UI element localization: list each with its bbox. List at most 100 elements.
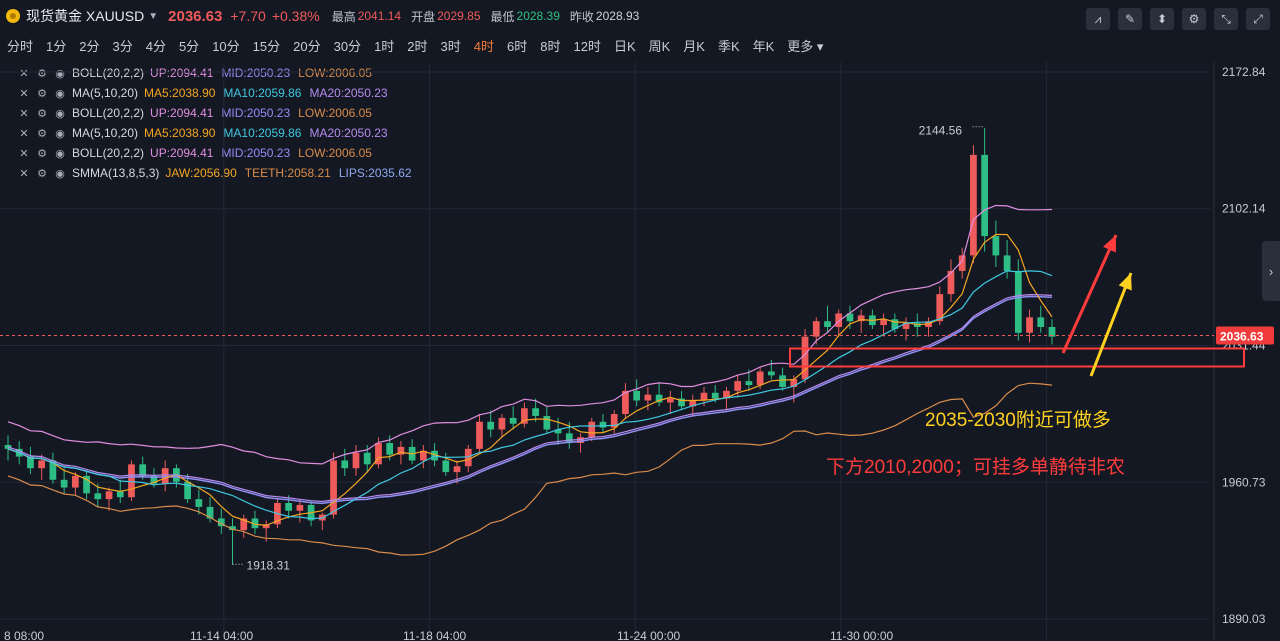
candle-style-icon[interactable]: ⬍ <box>1150 8 1174 30</box>
candle-body <box>981 154 989 237</box>
ma5-line <box>7 233 1053 527</box>
visibility-icon[interactable]: ◉ <box>55 107 65 120</box>
close-icon[interactable]: ✕ <box>19 127 29 140</box>
indicator-row: ✕ ⚙ ◉ SMMA(13,8,5,3) JAW:2056.90 TEETH:2058.2… <box>18 166 420 180</box>
indicator-row: ✕ ⚙ ◉ MA(5,10,20) MA5:2038.90 MA10:2059.86 MA2… <box>18 126 396 140</box>
settings-icon[interactable]: ⚙ <box>37 127 47 140</box>
candle-body <box>375 443 382 465</box>
candle-body <box>397 446 405 455</box>
indicator-icon[interactable]: ⩘ <box>1086 8 1110 30</box>
candle-body <box>902 323 910 329</box>
period-tab[interactable]: 10分 <box>212 38 240 54</box>
candle-body <box>745 381 753 386</box>
period-tab[interactable]: 日K <box>613 38 636 54</box>
period-tab[interactable]: 8时 <box>540 38 561 54</box>
open-value: 2029.85 <box>437 9 481 23</box>
candle-body <box>296 504 304 511</box>
visibility-icon[interactable]: ◉ <box>55 67 65 80</box>
candle-body <box>150 475 158 484</box>
visibility-icon[interactable]: ◉ <box>55 167 65 180</box>
indicator-name: SMMA(13,8,5,3) <box>72 166 160 180</box>
ma10-line <box>7 270 1053 520</box>
candle-body <box>992 236 1000 256</box>
period-tab[interactable]: 分时 <box>7 38 34 54</box>
yellow-up-arrow <box>1089 272 1133 377</box>
support-zone-box <box>789 347 1245 368</box>
close-icon[interactable]: ✕ <box>19 107 29 120</box>
period-tab[interactable]: 30分 <box>333 38 362 54</box>
shrink-icon[interactable]: ⤡ <box>1214 8 1238 30</box>
settings-icon[interactable]: ⚙ <box>37 167 47 180</box>
period-tab[interactable]: 2时 <box>407 38 428 54</box>
settings-icon[interactable]: ⚙ <box>37 147 47 160</box>
candle-body <box>464 448 472 467</box>
period-tab[interactable]: 季K <box>717 38 740 54</box>
indicator-row: ✕ ⚙ ◉ BOLL(20,2,2) UP:2094.41 MID:2050.23 LOW:… <box>18 106 380 120</box>
fullscreen-icon[interactable]: ⤢ <box>1246 8 1270 30</box>
indicator-value: LOW:2006.05 <box>298 146 372 160</box>
indicator-value: MA20:2050.23 <box>309 86 388 100</box>
chevron-down-icon[interactable]: ▼ <box>148 10 159 22</box>
period-tab[interactable]: 20分 <box>293 38 321 54</box>
period-tab[interactable]: 12时 <box>573 38 601 54</box>
visibility-icon[interactable]: ◉ <box>55 147 65 160</box>
candle-body <box>341 460 349 469</box>
period-tab[interactable]: 5分 <box>178 38 200 54</box>
candle-body <box>262 524 270 529</box>
chevron-right-icon[interactable]: › <box>1262 241 1280 301</box>
candle-body <box>217 518 225 527</box>
visibility-icon[interactable]: ◉ <box>55 127 65 140</box>
candle-body <box>105 491 113 500</box>
candle-body <box>363 452 371 465</box>
candle-body <box>442 460 450 473</box>
red-up-arrow <box>1061 234 1118 354</box>
candle-body <box>521 408 528 424</box>
settings-icon[interactable]: ⚙ <box>37 67 47 80</box>
period-tab[interactable]: 2分 <box>79 38 100 54</box>
close-icon[interactable]: ✕ <box>19 67 29 80</box>
y-tick-label: 2102.14 <box>1222 202 1266 216</box>
indicator-value: LIPS:2035.62 <box>338 166 412 180</box>
settings-icon[interactable]: ⚙ <box>37 87 47 100</box>
high-label: 最高 <box>331 9 356 24</box>
candle-body <box>128 464 135 498</box>
period-tab[interactable]: 1时 <box>374 38 395 54</box>
candle-body <box>453 466 461 473</box>
settings-icon[interactable]: ⚙ <box>1182 8 1206 30</box>
period-tab[interactable]: 4时 <box>473 38 494 54</box>
period-tab[interactable]: 15分 <box>252 38 281 54</box>
indicator-value: LOW:2006.05 <box>298 66 372 80</box>
period-tab[interactable]: 1分 <box>46 38 67 54</box>
close-icon[interactable]: ✕ <box>19 87 29 100</box>
candle-body <box>498 417 506 430</box>
period-tab[interactable]: 4分 <box>145 38 166 54</box>
open-label: 开盘 <box>411 9 436 24</box>
candle-body <box>689 400 697 407</box>
candle-body <box>678 398 685 407</box>
candle-body <box>49 460 57 480</box>
candle-body <box>71 475 79 488</box>
period-tab[interactable]: 年K <box>752 38 775 54</box>
candle-body <box>543 415 551 430</box>
symbol-name[interactable]: 现货黄金 XAUUSD <box>26 8 145 24</box>
period-tab[interactable]: 周K <box>648 38 671 54</box>
candle-body <box>60 479 68 488</box>
visibility-icon[interactable]: ◉ <box>55 87 65 100</box>
period-tab[interactable]: 6时 <box>507 38 528 54</box>
candle-body <box>94 493 102 500</box>
indicator-name: BOLL(20,2,2) <box>72 66 145 80</box>
min-price-label: 1918.31 <box>247 558 291 572</box>
close-icon[interactable]: ✕ <box>19 167 29 180</box>
period-tab[interactable]: 3分 <box>112 38 133 54</box>
indicator-name: BOLL(20,2,2) <box>72 146 145 160</box>
period-tab[interactable]: 3时 <box>440 38 461 54</box>
settings-icon[interactable]: ⚙ <box>37 107 47 120</box>
draw-pen-icon[interactable]: ✎ <box>1118 8 1142 30</box>
period-tab[interactable]: 月K <box>683 38 705 54</box>
period-tab[interactable]: 更多 ▾ <box>787 38 824 54</box>
close-icon[interactable]: ✕ <box>19 147 29 160</box>
candle-body <box>857 315 865 322</box>
price-change-pct: +0.38% <box>271 8 320 24</box>
indicator-value: JAW:2056.90 <box>165 166 237 180</box>
